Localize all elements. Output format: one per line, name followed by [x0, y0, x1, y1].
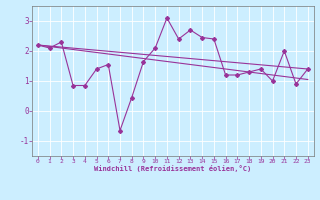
X-axis label: Windchill (Refroidissement éolien,°C): Windchill (Refroidissement éolien,°C)	[94, 165, 252, 172]
